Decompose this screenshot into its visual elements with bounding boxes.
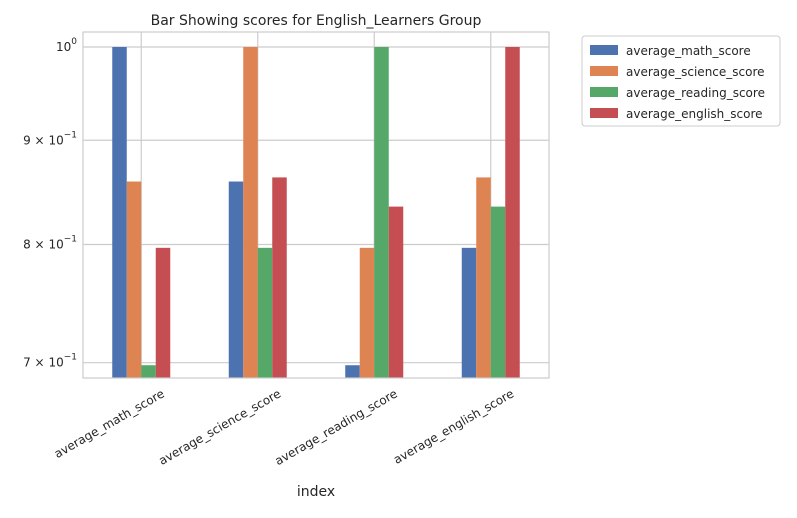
bar-average-english-score-average-math-score (155, 247, 171, 378)
bar-average-science-score-average-math-score (126, 181, 142, 378)
bar-average-reading-score-average-reading-score (374, 47, 389, 378)
y-tick-label: 9 × 10−1 (23, 130, 77, 147)
bar-average-math-score-average-science-score (228, 181, 244, 378)
bar-average-science-score-average-english-score (476, 177, 491, 378)
bar-average-english-score-average-english-score (505, 47, 520, 378)
y-tick-label: 8 × 10−1 (23, 235, 77, 252)
y-tick-labels: 7 × 10−1 8 × 10−1 9 × 10−1 100 (23, 37, 77, 370)
bar-average-science-score-average-reading-score (359, 247, 375, 378)
legend-swatch (590, 66, 618, 76)
bar-average-math-score-average-english-score (461, 247, 477, 378)
legend-swatch (590, 108, 618, 118)
legend-label: average_math_score (626, 44, 751, 58)
bar-average-science-score-average-science-score (243, 47, 258, 378)
bar-average-reading-score-average-math-score (141, 365, 156, 378)
legend-label: average_reading_score (626, 86, 765, 100)
y-tick-label: 100 (56, 37, 77, 54)
y-tick-label: 7 × 10−1 (23, 353, 77, 370)
legend-label: average_science_score (626, 65, 765, 79)
bar-average-reading-score-average-english-score (490, 206, 506, 378)
legend-box (581, 35, 781, 127)
legend-label: average_english_score (626, 107, 763, 121)
chart-title: Bar Showing scores for English_Learners … (151, 13, 482, 29)
legend-swatch (590, 87, 618, 97)
bar-average-english-score-average-reading-score (388, 206, 404, 378)
bar-average-reading-score-average-science-score (257, 247, 273, 378)
legend: average_math_score average_science_scorea… (581, 35, 781, 127)
bar-average-english-score-average-science-score (272, 177, 287, 378)
bars (112, 47, 520, 378)
x-axis-label: index (297, 484, 335, 500)
bar-average-math-score-average-math-score (112, 47, 127, 378)
plot-frame (82, 31, 550, 379)
legend-swatch (590, 45, 618, 55)
bar-average-math-score-average-reading-score (345, 365, 360, 378)
